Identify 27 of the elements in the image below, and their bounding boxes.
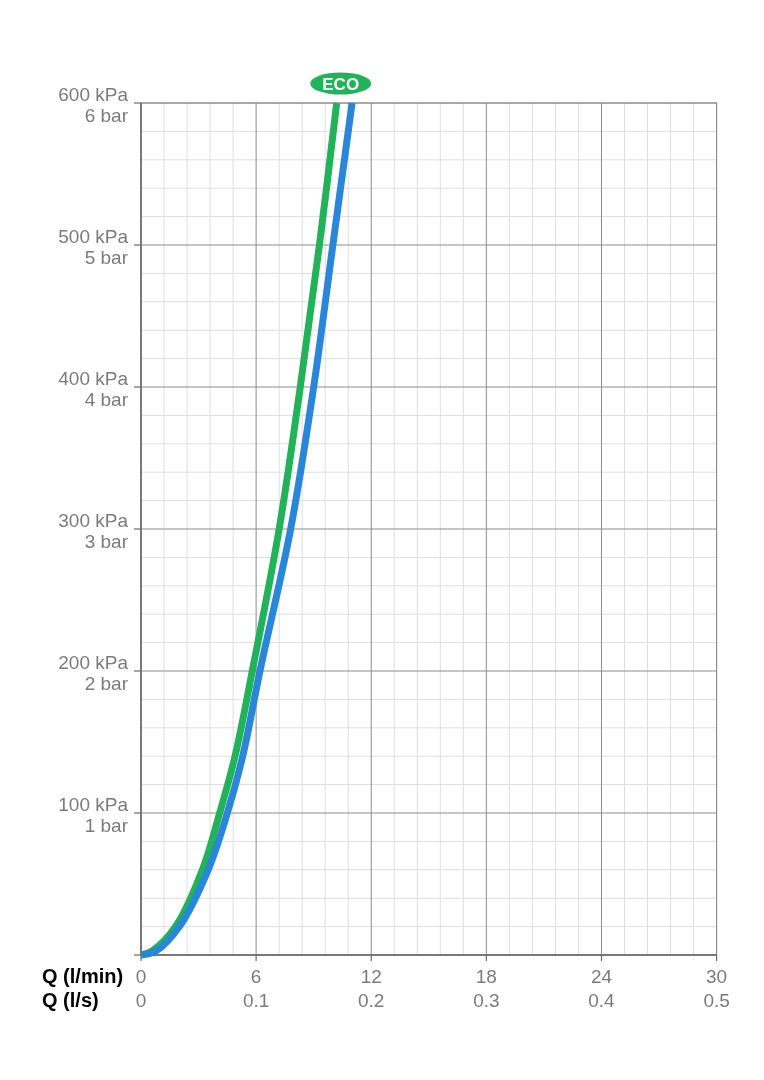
x2-tick-label: 0.5 bbox=[703, 990, 730, 1011]
y-tick-label: 300 kPa bbox=[58, 510, 129, 531]
y2-tick-label: 3 bar bbox=[84, 531, 129, 552]
x2-tick-label: 0.4 bbox=[588, 990, 616, 1011]
y2-tick-label: 6 bar bbox=[84, 105, 129, 126]
x2-tick-label: 0 bbox=[135, 990, 147, 1011]
x2-tick-label: 0.2 bbox=[358, 990, 385, 1011]
y-tick-label: 100 kPa bbox=[58, 794, 129, 815]
x2-tick-label: 0.1 bbox=[242, 990, 270, 1011]
y2-tick-label: 5 bar bbox=[84, 247, 129, 268]
x-tick-label: 12 bbox=[360, 966, 382, 987]
y-tick-label: 400 kPa bbox=[58, 368, 129, 389]
x-tick-label: 6 bbox=[250, 966, 262, 987]
x-tick-label: 30 bbox=[706, 966, 728, 987]
x2-tick-label: 0.3 bbox=[473, 990, 500, 1011]
y-tick-label: 600 kPa bbox=[58, 84, 129, 105]
y2-tick-label: 4 bar bbox=[84, 389, 129, 410]
x-tick-label: 18 bbox=[475, 966, 497, 987]
x-axis-title: Q (l/min) bbox=[42, 965, 124, 987]
y2-tick-label: 1 bar bbox=[84, 815, 129, 836]
y2-tick-label: 2 bar bbox=[84, 673, 129, 694]
x2-axis-title: Q (l/s) bbox=[42, 989, 99, 1011]
y-tick-label: 500 kPa bbox=[58, 226, 129, 247]
x-tick-label: 0 bbox=[135, 966, 147, 987]
y-tick-label: 200 kPa bbox=[58, 652, 129, 673]
x-tick-label: 24 bbox=[590, 966, 613, 987]
series-label: ECO bbox=[322, 74, 360, 94]
